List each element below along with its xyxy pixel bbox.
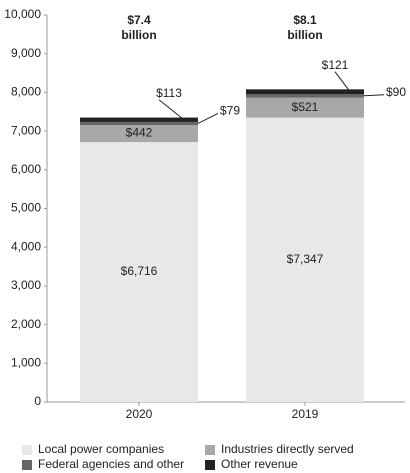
total-annotation: billion — [287, 28, 322, 42]
total-annotation: $7.4 — [127, 13, 151, 27]
y-tick-label: 6,000 — [11, 162, 41, 176]
leader-line — [158, 99, 185, 121]
value-label: $113 — [156, 86, 182, 100]
leader-line — [334, 71, 351, 92]
bar-segment — [80, 117, 198, 122]
value-label: $6,716 — [121, 264, 158, 278]
y-tick-label: 3,000 — [11, 278, 41, 292]
legend-label: Federal agencies and other — [38, 457, 184, 471]
bar-segment — [80, 124, 198, 143]
leader-line — [197, 113, 219, 124]
value-label: $521 — [292, 100, 319, 114]
bar-segment — [246, 97, 364, 118]
y-tick-label: 2,000 — [11, 317, 41, 331]
value-label: $79 — [220, 104, 240, 118]
value-label: $121 — [322, 58, 349, 72]
value-label: $7,347 — [287, 252, 324, 266]
y-tick-label: 9,000 — [11, 46, 41, 60]
total-annotation: billion — [121, 28, 156, 42]
legend-swatch — [205, 445, 215, 455]
x-tick-label: 2020 — [126, 407, 153, 421]
y-tick-label: 0 — [34, 394, 41, 408]
y-tick-label: 5,000 — [11, 201, 41, 215]
legend-swatch — [22, 445, 32, 455]
total-annotation: $8.1 — [293, 13, 317, 27]
legend-swatch — [205, 460, 215, 470]
y-tick-label: 1,000 — [11, 355, 41, 369]
value-label: $90 — [386, 85, 406, 99]
y-tick-label: 7,000 — [11, 123, 41, 137]
bar-segment — [246, 89, 364, 95]
legend-label: Industries directly served — [221, 442, 354, 456]
legend-label: Local power companies — [38, 442, 164, 456]
y-tick-label: 4,000 — [11, 239, 41, 253]
bar-segment — [246, 94, 364, 98]
legend-label: Other revenue — [221, 457, 298, 471]
y-tick-label: 10,000 — [4, 7, 41, 21]
y-tick-label: 8,000 — [11, 85, 41, 99]
value-label: $442 — [126, 126, 153, 140]
x-tick-label: 2019 — [292, 407, 319, 421]
bar-segment — [80, 142, 198, 402]
bar-segment — [246, 117, 364, 403]
bar-segment — [80, 121, 198, 125]
leader-line — [363, 94, 385, 97]
legend-swatch — [22, 460, 32, 470]
